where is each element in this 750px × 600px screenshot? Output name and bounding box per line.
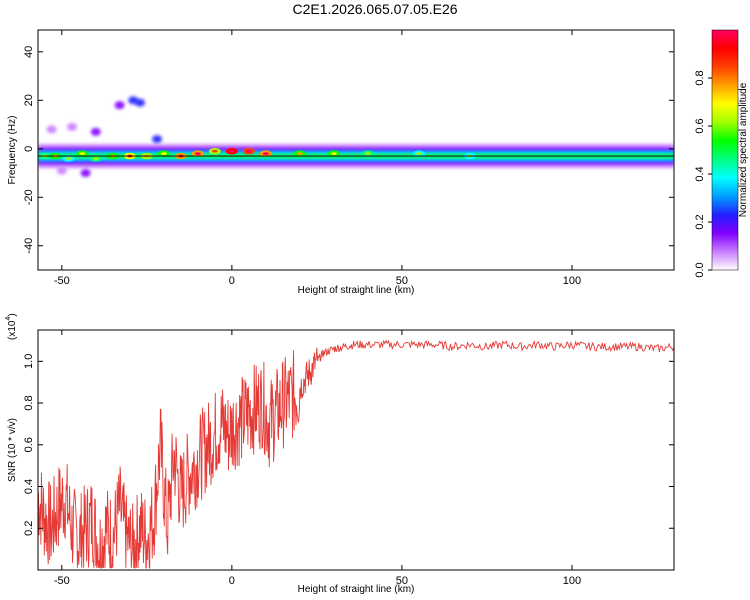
spectrogram-hot-core [211,149,218,153]
snr-multiplier-exp: 4 [5,317,12,321]
y-tick-label: 0 [23,146,35,152]
colorbar-ticks: 0.0 0.2 0.4 0.6 0.8 [694,70,712,278]
colorbar-tick-label: 0.4 [694,166,706,181]
spectrogram-hot-core [92,157,99,160]
snr-multiplier-close: ) [7,313,18,316]
x-tick-label: 50 [396,575,408,587]
spectrogram-hot-core [228,149,235,153]
x-tick-label: 0 [229,275,235,287]
spectrogram-hot-core [194,152,201,156]
colorbar-tick-label: 0.2 [694,214,706,229]
spectrogram-noise-blob [67,122,78,131]
spectrogram-hot-core [296,152,303,156]
y-tick-label: 1.0 [23,354,35,369]
spectrogram-panel: -50 0 50 100 -40 -20 0 20 40 Height of straight… [7,29,675,296]
spectrogram-x-label: Height of straight line (km) [298,285,415,296]
x-tick-label: -50 [54,575,70,587]
snr-frame [37,329,675,571]
spectrogram-noise-blob [56,166,67,175]
y-tick-label: 20 [23,94,35,106]
snr-series [38,339,674,569]
spectrogram-hot-core [65,157,72,160]
spectrogram-hot-core [245,149,252,153]
snr-multiplier-base: (x10 [7,320,18,340]
x-tick-label: 50 [396,275,408,287]
snr-multiplier: (x104) [5,313,18,340]
snr-y-ticks: 0.2 0.4 0.6 0.8 1.0 [23,354,674,536]
colorbar-tick-label: 0.6 [694,118,706,133]
y-tick-label: 0.2 [23,521,35,536]
spectrogram-hot-core [160,152,167,156]
spectrogram-hot-core [364,152,371,156]
spectrogram-noise-blob [114,101,125,110]
spectrogram-y-label: Frequency (Hz) [7,116,18,185]
colorbar-tick-label: 0.0 [694,262,706,277]
x-tick-label: 100 [563,575,581,587]
colorbar-tick-label: 0.8 [694,70,706,85]
spectrogram-hot-core [415,152,422,156]
svg-text:(x104): (x104) [5,313,18,340]
chart-title: C2E1.2026.065.07.05.E26 [292,1,457,17]
spectrogram-x-ticks: -50 0 50 100 [54,30,581,287]
y-tick-label: -40 [23,238,35,254]
snr-y-label: SNR (10 * v/v) [7,418,18,482]
snr-x-label: Height of straight line (km) [298,584,415,595]
y-tick-label: 0.4 [23,479,35,494]
snr-line [38,339,674,569]
y-tick-label: 0.6 [23,437,35,452]
x-tick-label: 0 [229,575,235,587]
spectrogram-frame [37,29,675,271]
y-tick-label: -20 [23,189,35,205]
spectrogram-hot-core [330,152,337,156]
colorbar: 0.0 0.2 0.4 0.6 0.8 Normalized spectral ampl… [694,29,749,278]
colorbar-label: Normalized spectral amplitude [738,82,749,217]
snr-plot-area [38,330,674,570]
x-tick-label: 100 [563,275,581,287]
spectrogram-noise-blob [46,125,57,134]
spectrogram-noise-blob [135,98,146,107]
y-tick-label: 0.8 [23,395,35,410]
snr-x-ticks: -50 0 50 100 [54,330,581,587]
spectrogram-noise-blob [90,127,101,136]
spectrogram-noise-blob [152,135,163,144]
colorbar-gradient [711,29,739,271]
x-tick-label: -50 [54,275,70,287]
spectrogram-hot-core [79,152,86,156]
y-tick-label: 40 [23,46,35,58]
spectrogram-noise-blob [80,169,91,178]
spectrogram-hot-core [262,152,269,156]
snr-panel: -50 0 50 100 0.2 0.4 0.6 0.8 1.0 Height of stra… [5,313,675,595]
spectrogram-image [38,96,674,178]
spectrogram-y-ticks: -40 -20 0 20 40 [23,46,674,254]
